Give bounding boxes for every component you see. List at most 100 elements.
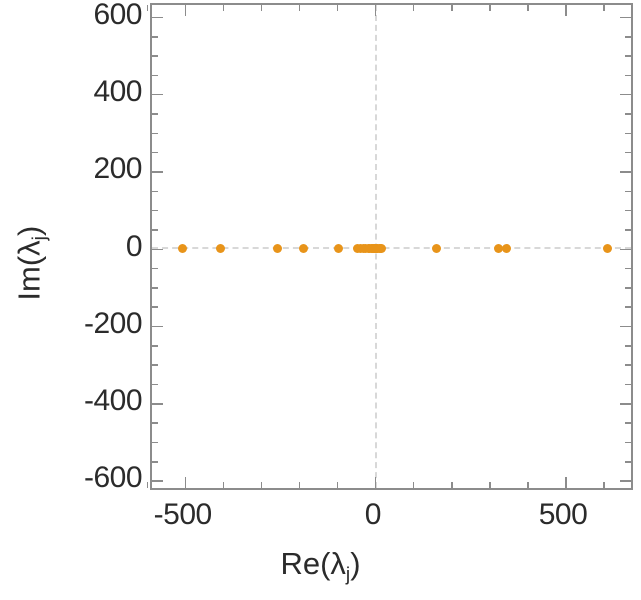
y-axis-minor-tick [152, 422, 158, 425]
x-axis-minor-tick [336, 482, 339, 488]
x-axis-minor-tick-top [298, 5, 301, 11]
y-axis-major-tick [152, 325, 163, 328]
y-axis-minor-tick-right [625, 267, 631, 270]
scatter-point [603, 244, 613, 253]
y-axis-minor-tick-right [625, 441, 631, 444]
x-axis-major-tick-top [374, 5, 377, 16]
y-axis-minor-tick-right [625, 287, 631, 289]
x-axis-tick-label: -500 [153, 498, 213, 531]
y-axis-minor-tick [152, 74, 158, 77]
y-axis-major-tick [152, 171, 163, 173]
x-axis-minor-tick-top [336, 5, 339, 11]
y-axis-minor-tick-right [625, 132, 631, 135]
x-axis-minor-tick [526, 482, 529, 488]
x-axis-major-tick [374, 477, 377, 488]
x-axis-title-lambda: λ [330, 546, 346, 581]
x-axis-minor-tick [298, 482, 301, 488]
x-axis-major-tick [565, 477, 567, 488]
y-axis-major-tick [152, 248, 163, 251]
y-axis-tick-label: -400 [83, 384, 143, 418]
x-axis-title-suffix: ) [350, 546, 361, 581]
plot-area [146, 3, 633, 490]
x-axis-minor-tick-top [260, 5, 263, 11]
y-axis-major-tick [152, 93, 163, 96]
y-axis-minor-tick [152, 151, 158, 154]
scatter-point [177, 244, 187, 253]
y-axis-minor-tick [152, 345, 158, 347]
y-axis-major-tick-right [620, 248, 631, 251]
y-axis-minor-tick-right [625, 35, 631, 38]
x-axis-title: Re(λj) [0, 546, 641, 586]
x-axis-minor-tick-top [450, 5, 453, 11]
x-axis-minor-tick-top [222, 5, 225, 11]
y-axis-tick-label: -200 [83, 306, 143, 340]
x-axis-major-tick [184, 477, 187, 488]
y-axis-minor-tick [152, 132, 158, 135]
y-axis-minor-tick [152, 55, 158, 57]
x-axis-minor-tick [146, 482, 149, 488]
x-axis-major-tick-top [565, 5, 567, 16]
y-axis-minor-tick [152, 209, 158, 212]
scatter-point [432, 244, 442, 253]
y-axis-tick-label: 400 [93, 74, 142, 108]
y-axis-title-lambda: λ [11, 240, 47, 256]
x-axis-minor-tick-top [526, 5, 529, 11]
y-axis-minor-tick [152, 306, 158, 309]
scatter-point [377, 244, 387, 253]
y-axis-minor-tick-right [625, 55, 631, 57]
y-axis-minor-tick-right [625, 113, 631, 115]
scatter-point [215, 244, 225, 253]
y-axis-minor-tick-right [625, 190, 631, 193]
y-axis-major-tick [152, 403, 163, 405]
x-axis-minor-tick [260, 482, 263, 488]
x-axis-tick-label: 0 [364, 498, 382, 531]
x-axis-minor-tick [412, 482, 415, 488]
x-axis-minor-tick-top [412, 5, 415, 11]
scatter-point [273, 244, 283, 253]
x-axis-minor-tick [450, 482, 453, 488]
y-axis-minor-tick [152, 35, 158, 38]
y-axis-major-tick [152, 480, 163, 482]
y-axis-minor-tick [152, 383, 158, 386]
y-axis-major-tick-right [620, 16, 631, 19]
y-axis-minor-tick [152, 229, 158, 231]
y-axis-major-tick-right [620, 171, 631, 173]
y-axis-minor-tick [152, 287, 158, 289]
x-axis-minor-tick-top [146, 5, 149, 11]
y-axis-tick-label: 0 [125, 229, 143, 263]
scatter-point [501, 244, 511, 253]
x-axis-minor-tick-top [488, 5, 491, 11]
x-axis-minor-tick [488, 482, 491, 488]
x-axis-minor-tick-top [603, 5, 605, 11]
y-axis-minor-tick-right [625, 151, 631, 154]
y-axis-minor-tick-right [625, 209, 631, 212]
y-axis-title: Im(λj) [11, 20, 51, 507]
x-axis-title-subscript: j [345, 564, 351, 586]
x-axis-major-tick-top [184, 5, 187, 16]
y-axis-major-tick [152, 16, 163, 19]
y-axis-title-suffix: ) [11, 225, 47, 237]
y-axis-minor-tick-right [625, 422, 631, 425]
scatter-point [334, 244, 344, 253]
y-axis-minor-tick-right [625, 306, 631, 309]
y-axis-minor-tick [152, 364, 158, 367]
y-axis-minor-tick [152, 461, 158, 463]
y-axis-minor-tick [152, 190, 158, 193]
y-axis-tick-label: 200 [93, 152, 142, 186]
x-axis-minor-tick [603, 482, 605, 488]
y-axis-tick-label: 600 [93, 0, 142, 31]
y-axis-minor-tick [152, 113, 158, 115]
y-axis-title-prefix: Im( [11, 255, 47, 301]
y-axis-major-tick-right [620, 325, 631, 328]
y-axis-minor-tick-right [625, 364, 631, 367]
y-axis-major-tick-right [620, 93, 631, 96]
y-axis-minor-tick-right [625, 345, 631, 347]
y-axis-title-subscript: j [29, 236, 51, 241]
y-axis-minor-tick-right [625, 74, 631, 77]
y-axis-minor-tick [152, 267, 158, 270]
y-axis-major-tick-right [620, 480, 631, 482]
x-axis-title-prefix: Re( [280, 546, 331, 581]
zero-imaginary-reference-line [152, 247, 631, 249]
scatter-point [299, 244, 309, 253]
